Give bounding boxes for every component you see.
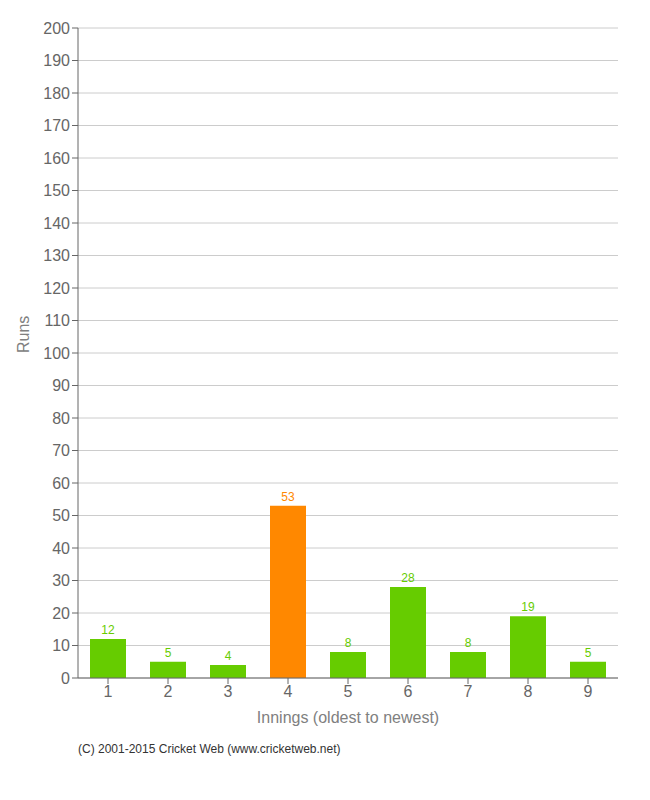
- svg-text:190: 190: [43, 52, 70, 69]
- svg-text:3: 3: [224, 683, 233, 700]
- svg-text:160: 160: [43, 150, 70, 167]
- svg-text:8: 8: [465, 636, 472, 650]
- svg-text:90: 90: [52, 377, 70, 394]
- svg-text:2: 2: [164, 683, 173, 700]
- svg-text:4: 4: [225, 649, 232, 663]
- svg-text:5: 5: [585, 646, 592, 660]
- svg-text:110: 110: [44, 312, 70, 329]
- svg-text:Innings (oldest to newest): Innings (oldest to newest): [257, 709, 439, 726]
- svg-text:60: 60: [52, 475, 70, 492]
- svg-text:130: 130: [43, 247, 70, 264]
- svg-text:200: 200: [43, 20, 70, 37]
- html-text:(C) 2001-2015 Cricket Web (www: (C) 2001-2015 Cricket Web (www.cricketwe…: [78, 742, 341, 756]
- svg-text:8: 8: [345, 636, 352, 650]
- svg-text:70: 70: [52, 442, 70, 459]
- svg-text:8: 8: [524, 683, 533, 700]
- svg-text:0: 0: [61, 670, 70, 687]
- svg-text:4: 4: [284, 683, 293, 700]
- svg-text:5: 5: [344, 683, 353, 700]
- svg-text:30: 30: [52, 572, 70, 589]
- svg-text:12: 12: [101, 623, 115, 637]
- svg-text:53: 53: [281, 490, 295, 504]
- svg-text:19: 19: [521, 600, 535, 614]
- svg-text:50: 50: [52, 507, 70, 524]
- svg-text:7: 7: [464, 683, 473, 700]
- svg-text:1: 1: [104, 683, 113, 700]
- svg-text:140: 140: [43, 215, 70, 232]
- svg-text:Runs: Runs: [15, 316, 32, 353]
- svg-text:9: 9: [584, 683, 593, 700]
- svg-text:80: 80: [52, 410, 70, 427]
- svg-text:100: 100: [43, 345, 70, 362]
- svg-text:5: 5: [165, 646, 172, 660]
- svg-text:28: 28: [401, 571, 415, 585]
- svg-text:150: 150: [43, 182, 70, 199]
- svg-text:20: 20: [52, 605, 70, 622]
- svg-text:6: 6: [404, 683, 413, 700]
- svg-text:10: 10: [52, 637, 70, 654]
- svg-text:170: 170: [43, 117, 70, 134]
- svg-text:120: 120: [43, 280, 70, 297]
- svg-text:180: 180: [43, 85, 70, 102]
- svg-text:40: 40: [52, 540, 70, 557]
